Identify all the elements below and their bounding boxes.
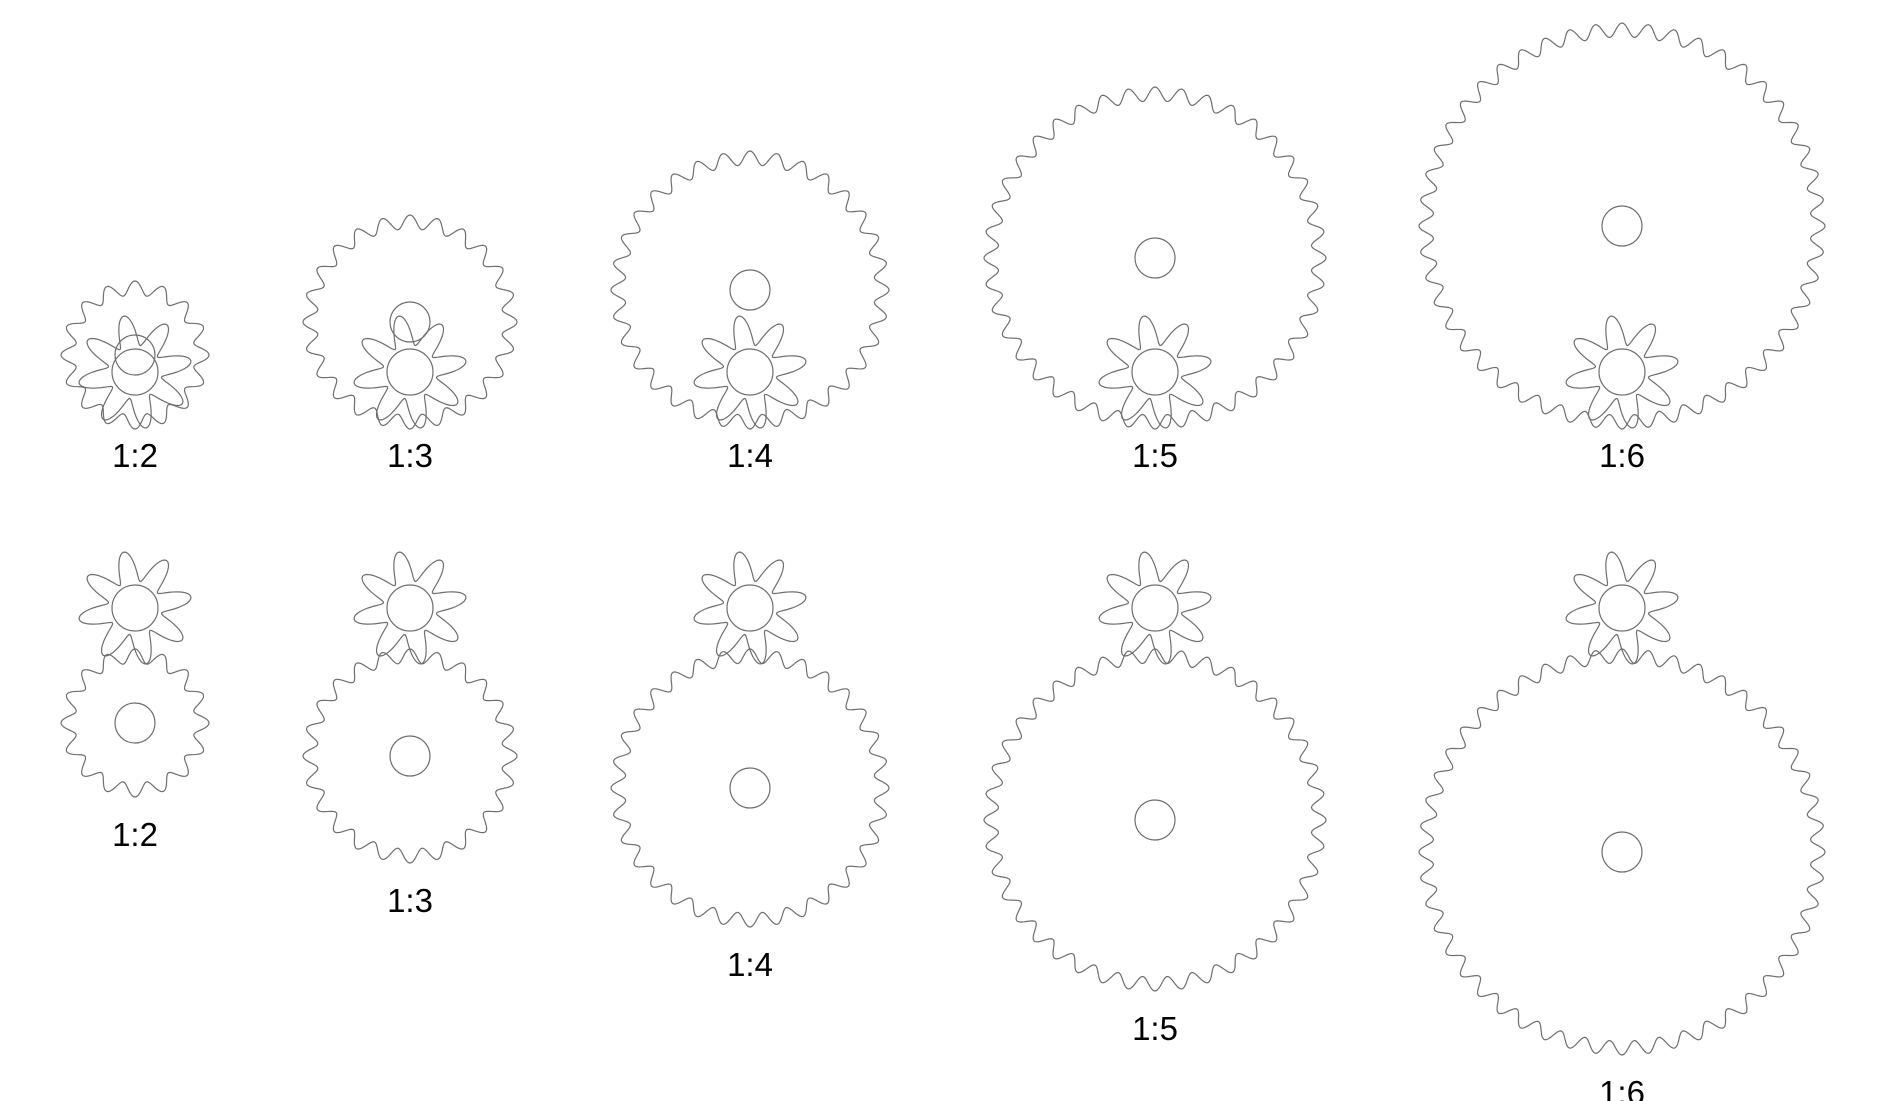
pinion-gear — [693, 551, 807, 665]
large-gear — [1418, 22, 1826, 430]
large-gear-bore — [729, 269, 771, 311]
pinion-gear — [353, 315, 467, 429]
large-gear-bore — [729, 767, 771, 809]
assembly-r1-2: 1:3 — [302, 214, 518, 474]
large-gear — [302, 648, 518, 864]
ratio-label: 1:5 — [1132, 1010, 1178, 1047]
assembly-r1-4: 1:5 — [983, 86, 1327, 474]
row-2: 1:2 1:3 1:4 1:5 1:6 — [60, 551, 1826, 1101]
large-gear-bore — [114, 334, 156, 376]
ratio-label: 1:6 — [1599, 1074, 1645, 1101]
row-1: 1:2 1:3 1:4 1:5 1:6 — [60, 22, 1826, 474]
ratio-label: 1:6 — [1599, 437, 1645, 474]
large-gear-bore — [389, 735, 431, 777]
large-gear — [1418, 648, 1826, 1056]
large-gear — [610, 150, 890, 430]
pinion-gear — [1565, 551, 1679, 665]
pinion-bore — [1598, 348, 1646, 396]
pinion-gear — [78, 551, 192, 665]
assembly-r1-5: 1:6 — [1418, 22, 1826, 474]
pinion-bore — [1131, 348, 1179, 396]
ratio-label: 1:3 — [387, 437, 433, 474]
assembly-r2-5: 1:6 — [1418, 551, 1826, 1101]
pinion-bore — [111, 584, 159, 632]
large-gear — [60, 280, 210, 430]
ratio-label: 1:4 — [727, 946, 773, 983]
large-gear-bore — [1601, 831, 1643, 873]
assembly-r1-3: 1:4 — [610, 150, 890, 474]
assembly-r1-1: 1:2 — [60, 280, 210, 474]
large-gear-bore — [1134, 799, 1176, 841]
pinion-bore — [1598, 584, 1646, 632]
assembly-r2-2: 1:3 — [302, 551, 518, 919]
large-gear — [983, 648, 1327, 992]
assembly-r2-4: 1:5 — [983, 551, 1327, 1047]
large-gear — [60, 648, 210, 798]
pinion-bore — [111, 348, 159, 396]
assembly-r2-3: 1:4 — [610, 551, 890, 983]
pinion-gear — [1098, 315, 1212, 429]
large-gear-bore — [1601, 205, 1643, 247]
large-gear-bore — [114, 702, 156, 744]
pinion-gear — [1098, 551, 1212, 665]
large-gear — [610, 648, 890, 928]
large-gear — [302, 214, 518, 430]
large-gear — [983, 86, 1327, 430]
ratio-label: 1:5 — [1132, 437, 1178, 474]
pinion-bore — [726, 584, 774, 632]
pinion-gear — [1565, 315, 1679, 429]
pinion-bore — [386, 348, 434, 396]
assembly-r2-1: 1:2 — [60, 551, 210, 853]
pinion-gear — [693, 315, 807, 429]
large-gear-bore — [389, 301, 431, 343]
pinion-gear — [78, 315, 192, 429]
pinion-bore — [726, 348, 774, 396]
ratio-label: 1:4 — [727, 437, 773, 474]
ratio-label: 1:2 — [112, 816, 158, 853]
pinion-bore — [1131, 584, 1179, 632]
ratio-label: 1:2 — [112, 437, 158, 474]
ratio-label: 1:3 — [387, 882, 433, 919]
pinion-gear — [353, 551, 467, 665]
large-gear-bore — [1134, 237, 1176, 279]
pinion-bore — [386, 584, 434, 632]
